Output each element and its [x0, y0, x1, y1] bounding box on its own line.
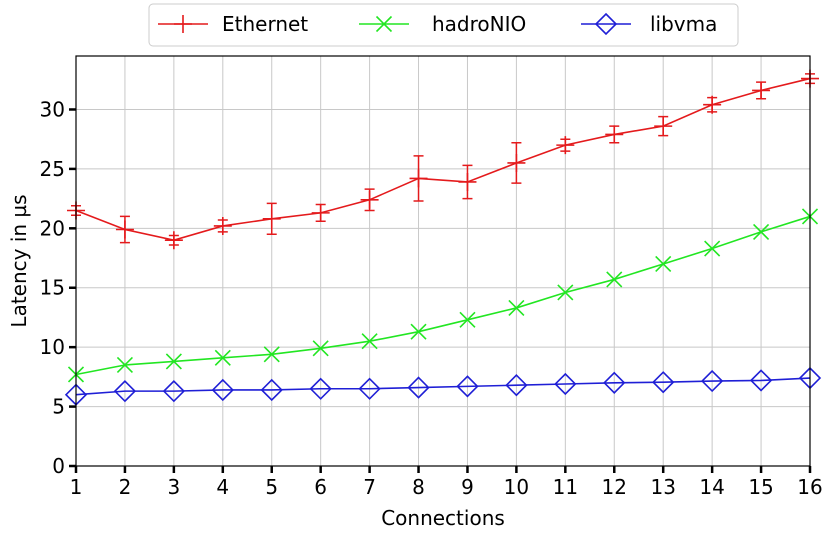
x-tick-label: 6: [314, 475, 327, 499]
data-point: [213, 216, 232, 235]
legend-label: libvma: [650, 12, 717, 36]
data-point: [753, 223, 770, 240]
x-tick-label: 3: [167, 475, 180, 499]
data-point: [652, 371, 675, 394]
data-point: [456, 375, 479, 398]
legend-marker: [174, 15, 192, 33]
data-point: [211, 378, 234, 402]
y-tick-label: 10: [40, 335, 65, 359]
data-point: [603, 371, 626, 394]
legend-label: hadroNIO: [432, 12, 526, 36]
data-point: [113, 379, 137, 403]
data-point: [606, 271, 623, 288]
data-point: [214, 349, 231, 366]
x-tick-label: 11: [553, 475, 578, 499]
data-point: [407, 376, 430, 399]
data-point: [260, 378, 283, 402]
data-point: [508, 299, 525, 317]
y-tick-label: 20: [40, 216, 65, 240]
legend-marker: [375, 15, 393, 33]
data-point: [410, 323, 427, 340]
x-tick-label: 4: [216, 475, 229, 499]
legend-entry-libvma: libvma: [581, 12, 717, 36]
data-point: [309, 377, 332, 400]
data-point: [507, 153, 526, 172]
data-point: [704, 240, 721, 257]
data-point: [115, 220, 134, 239]
series-hadronio: [67, 208, 819, 383]
data-point: [312, 340, 329, 357]
data-point: [116, 356, 133, 374]
x-tick-label: 10: [504, 475, 529, 499]
data-point: [655, 255, 672, 273]
series-libvma: [64, 366, 822, 406]
x-tick-label: 1: [70, 475, 83, 499]
y-axis: 0 5 10 15 20 25 30: [40, 97, 76, 478]
series-ethernet: [67, 69, 819, 250]
y-tick-label: 15: [40, 276, 65, 300]
legend-label: Ethernet: [222, 12, 308, 36]
data-point: [701, 369, 724, 393]
x-tick-label: 9: [461, 475, 474, 499]
x-tick-label: 16: [797, 475, 822, 499]
data-point: [311, 203, 330, 222]
data-point: [165, 353, 182, 370]
data-point: [752, 81, 771, 100]
series-line: [75, 77, 811, 242]
series-line: [75, 377, 811, 396]
data-point: [360, 190, 379, 209]
x-tick-label: 13: [650, 475, 675, 499]
data-point: [263, 346, 280, 363]
data-point: [262, 209, 281, 228]
x-axis-label: Connections: [381, 506, 505, 530]
y-tick-label: 25: [40, 157, 65, 181]
x-tick-label: 2: [119, 475, 132, 499]
data-point: [556, 136, 575, 155]
data-point: [361, 333, 378, 350]
data-point: [358, 377, 381, 400]
y-tick-label: 5: [52, 395, 65, 419]
x-axis: 1 2 3 4 5 6 7 8 9 10 11 12 13 14 15 16: [70, 466, 823, 499]
y-tick-label: 0: [52, 454, 65, 478]
data-point: [409, 169, 428, 188]
data-point: [554, 372, 577, 396]
legend: Ethernet hadroNIO libvma: [148, 3, 739, 47]
data-point: [458, 172, 477, 191]
legend-marker: [594, 12, 618, 36]
x-tick-label: 12: [602, 475, 627, 499]
y-tick-label: 30: [40, 97, 65, 121]
x-tick-label: 14: [699, 475, 724, 499]
data-point: [557, 284, 574, 301]
series-line: [75, 215, 811, 376]
data-point: [654, 117, 673, 136]
grid: [75, 56, 811, 467]
data-point: [605, 125, 624, 144]
plot-frame: [75, 55, 811, 467]
data-point: [164, 231, 183, 250]
legend-box: [148, 3, 739, 47]
data-point: [703, 95, 722, 114]
data-point: [162, 379, 185, 403]
x-tick-label: 7: [363, 475, 376, 499]
x-tick-label: 15: [748, 475, 773, 499]
data-point: [459, 311, 476, 328]
legend-entry-ethernet: Ethernet: [158, 12, 308, 36]
series-layer: [64, 69, 822, 406]
legend-entry-hadronio: hadroNIO: [359, 12, 526, 36]
data-point: [749, 369, 773, 392]
y-axis-label: Latency in µs: [7, 194, 31, 327]
x-tick-label: 5: [265, 475, 278, 499]
x-tick-label: 8: [412, 475, 425, 499]
data-point: [505, 374, 528, 397]
